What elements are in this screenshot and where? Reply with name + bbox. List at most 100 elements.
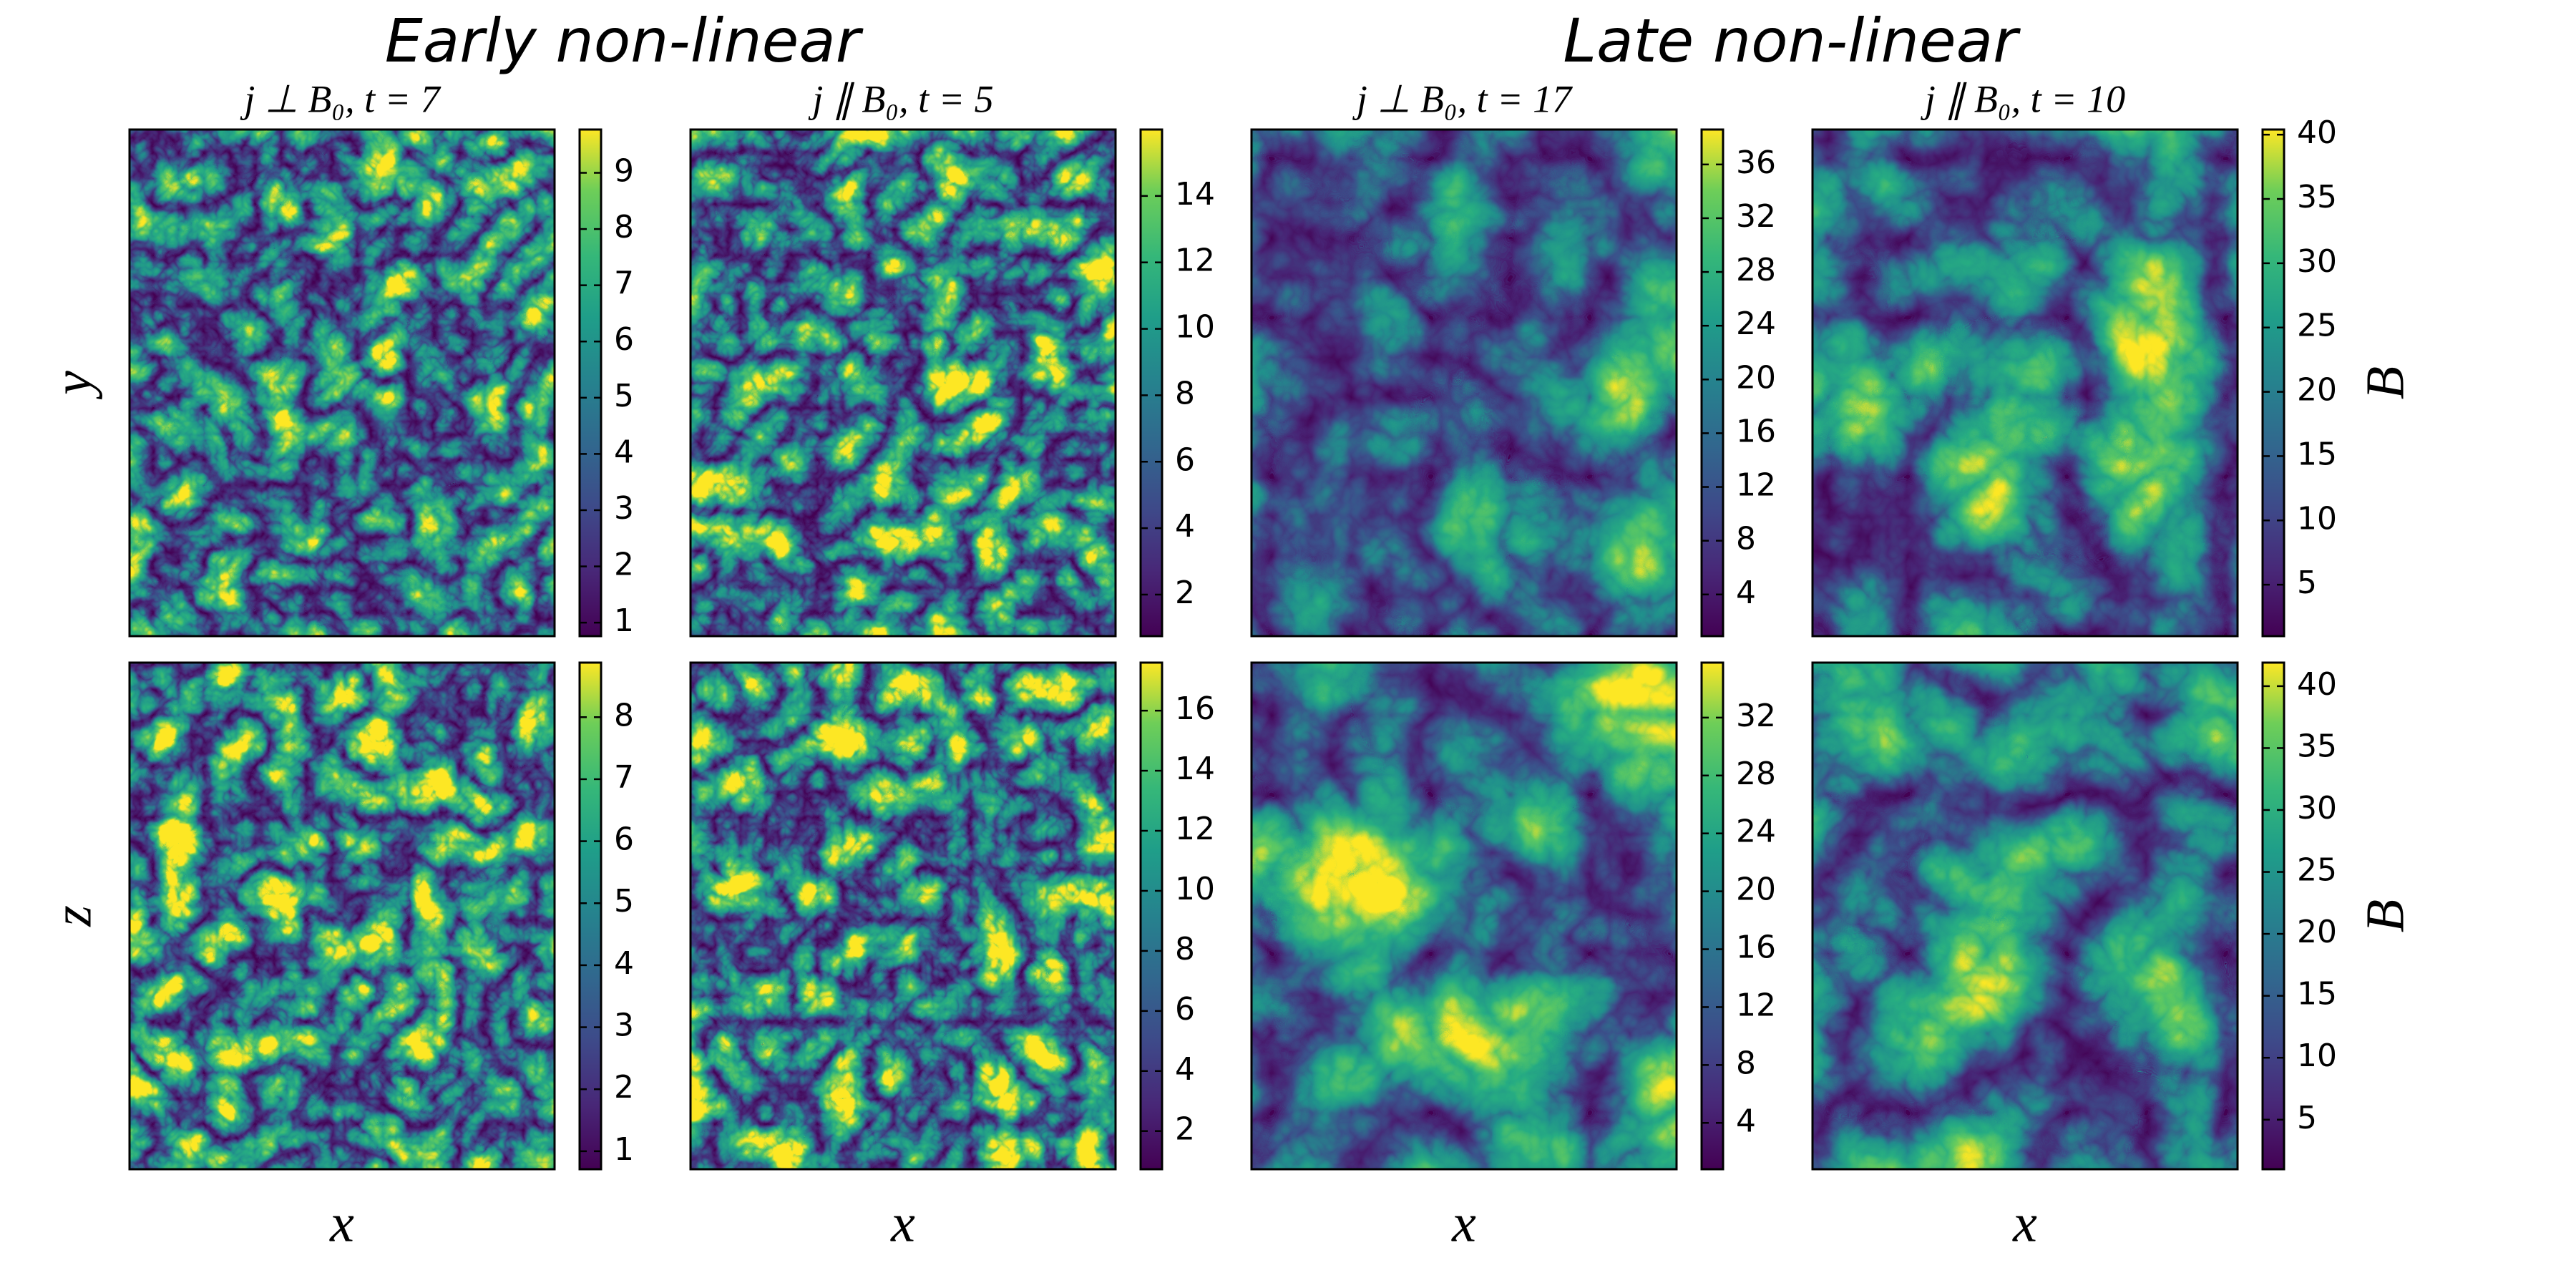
colorbar-tick-label: 28: [1736, 252, 1776, 288]
colorbar-tick-label: 20: [2297, 372, 2337, 409]
colorbar-tick-label: 10: [2297, 500, 2337, 537]
x-axis-label: x: [890, 1193, 915, 1253]
colorbar: [1139, 661, 1163, 1171]
colorbar-label: B: [2355, 899, 2415, 932]
colorbar-label: B: [2355, 366, 2415, 399]
colorbar-tick-label: 32: [1736, 198, 1776, 235]
column-title: Late non-linear: [1563, 6, 2021, 76]
panel-frame: [1250, 128, 1678, 638]
colorbar: [2261, 128, 2285, 638]
colorbar-tick-label: 4: [1736, 1103, 1756, 1139]
colorbar-tick-label: 1: [614, 1131, 634, 1168]
colorbar-tick-label: 16: [1736, 930, 1776, 966]
colorbar-tick-label: 5: [614, 378, 634, 414]
panel-frame: [128, 661, 556, 1171]
colorbar-tick-label: 2: [1175, 575, 1195, 611]
colorbar-tick-label: 20: [2297, 914, 2337, 950]
colorbar-tick-label: 40: [2297, 114, 2337, 151]
colorbar-tick-label: 2: [1175, 1111, 1195, 1148]
colorbar-tick-label: 9: [614, 153, 634, 190]
colorbar-tick-label: 14: [1175, 751, 1215, 787]
colorbar-tick-label: 16: [1175, 691, 1215, 727]
colorbar-tick-label: 6: [614, 321, 634, 358]
colorbar-tick-label: 12: [1175, 811, 1215, 847]
colorbar-tick-label: 8: [614, 697, 634, 733]
colorbar-tick-label: 7: [614, 265, 634, 302]
colorbar-tick-label: 6: [1175, 991, 1195, 1028]
colorbar-tick-label: 4: [614, 945, 634, 982]
colorbar-tick-label: 1: [614, 602, 634, 639]
colorbar-tick-label: 28: [1736, 756, 1776, 792]
panel-frame: [1250, 661, 1678, 1171]
colorbar: [578, 661, 602, 1171]
colorbar-tick-label: 3: [614, 490, 634, 527]
colorbar-tick-label: 35: [2297, 179, 2337, 215]
heatmap: [1813, 130, 2238, 636]
heatmap: [1252, 130, 1677, 636]
panel-title: j ∥ B₀, t = 10: [1921, 77, 2125, 120]
colorbar: [1700, 128, 1724, 638]
colorbar-tick-label: 15: [2297, 976, 2337, 1013]
colorbar-tick-label: 12: [1736, 467, 1776, 504]
colorbar: [578, 128, 602, 638]
colorbar-tick-label: 10: [1175, 309, 1215, 346]
colorbar-tick-label: 14: [1175, 176, 1215, 213]
colorbar-tick-label: 2: [614, 1069, 634, 1106]
column-title: Early non-linear: [385, 6, 864, 76]
y-axis-label: z: [42, 905, 102, 927]
colorbar-tick-label: 20: [1736, 359, 1776, 396]
colorbar-tick-label: 10: [1175, 871, 1215, 907]
y-axis-label: y: [42, 371, 102, 400]
heatmap: [1813, 663, 2238, 1169]
colorbar-tick-label: 24: [1736, 814, 1776, 850]
colorbar-tick-label: 8: [614, 209, 634, 245]
x-axis-label: x: [2012, 1193, 2037, 1253]
colorbar-tick-label: 10: [2297, 1038, 2337, 1074]
colorbar-tick-label: 4: [614, 434, 634, 470]
colorbar-tick-label: 20: [1736, 872, 1776, 908]
panel-title: j ⊥ B₀, t = 7: [240, 77, 441, 120]
heatmap: [130, 130, 555, 636]
colorbar-tick-label: 5: [614, 883, 634, 919]
colorbar-tick-label: 5: [2297, 1100, 2317, 1136]
colorbar-tick-label: 6: [614, 821, 634, 858]
heatmap: [130, 663, 555, 1169]
colorbar-tick-label: 35: [2297, 728, 2337, 764]
heatmap: [691, 130, 1116, 636]
x-axis-label: x: [1451, 1193, 1476, 1253]
colorbar-tick-label: 30: [2297, 790, 2337, 826]
colorbar-tick-label: 32: [1736, 698, 1776, 734]
colorbar: [1139, 128, 1163, 638]
colorbar-tick-label: 25: [2297, 308, 2337, 344]
heatmap: [1252, 663, 1677, 1169]
panel-frame: [689, 128, 1117, 638]
colorbar-tick-label: 15: [2297, 436, 2337, 472]
colorbar-tick-label: 25: [2297, 852, 2337, 889]
panel-title: j ⊥ B₀, t = 17: [1352, 77, 1573, 120]
colorbar-tick-label: 12: [1175, 243, 1215, 279]
colorbar-tick-label: 2: [614, 547, 634, 583]
colorbar-tick-label: 7: [614, 759, 634, 796]
colorbar-tick-label: 8: [1736, 1045, 1756, 1081]
panel-title: j ∥ B₀, t = 5: [808, 77, 993, 120]
colorbar-tick-label: 4: [1175, 1051, 1195, 1088]
colorbar-tick-label: 6: [1175, 441, 1195, 478]
colorbar-tick-label: 40: [2297, 666, 2337, 703]
panel-frame: [1811, 128, 2239, 638]
colorbar-tick-label: 12: [1736, 987, 1776, 1023]
colorbar-tick-label: 8: [1175, 375, 1195, 411]
colorbar-tick-label: 36: [1736, 145, 1776, 181]
colorbar-tick-label: 30: [2297, 243, 2337, 280]
colorbar-tick-label: 3: [614, 1008, 634, 1044]
colorbar-tick-label: 4: [1736, 575, 1756, 611]
colorbar-tick-label: 24: [1736, 306, 1776, 342]
panel-frame: [1811, 661, 2239, 1171]
colorbar-tick-label: 8: [1736, 521, 1756, 557]
heatmap: [691, 663, 1116, 1169]
colorbar-tick-label: 16: [1736, 413, 1776, 449]
colorbar-tick-label: 5: [2297, 565, 2317, 601]
x-axis-label: x: [329, 1193, 354, 1253]
colorbar: [1700, 661, 1724, 1171]
